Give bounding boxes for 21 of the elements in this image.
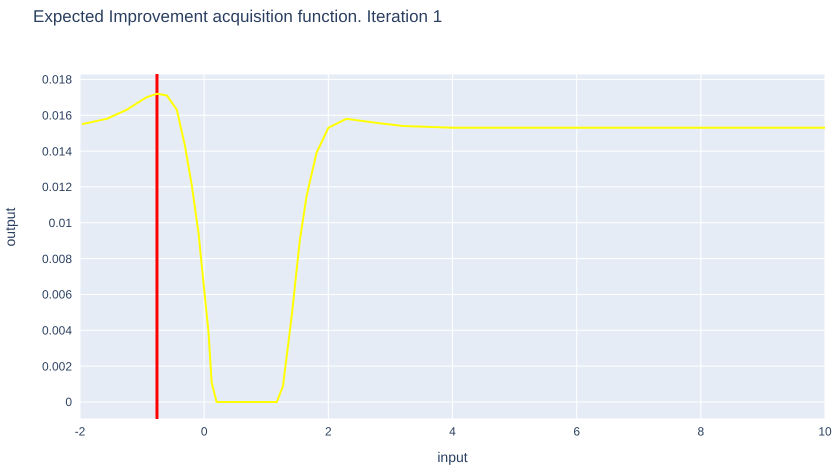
- y-tick-label: 0.016: [42, 108, 72, 122]
- y-tick-label: 0.008: [42, 252, 72, 266]
- x-tick-label: 6: [573, 424, 580, 439]
- x-tick-label: 2: [324, 424, 332, 439]
- y-axis-title: output: [2, 207, 18, 246]
- x-tick-label: 4: [449, 424, 456, 439]
- chart-title: Expected Improvement acquisition function. Iteration 1: [33, 7, 442, 27]
- x-tick-label: -2: [74, 424, 86, 439]
- x-tick-label: 10: [818, 424, 832, 439]
- y-tick-label: 0.01: [48, 216, 72, 230]
- x-tick-label: 0: [200, 424, 208, 439]
- y-tick-label: 0: [65, 395, 72, 410]
- y-tick-label: 0.014: [42, 144, 72, 158]
- y-tick-label: 0.012: [42, 180, 72, 194]
- x-tick-label: 8: [697, 424, 704, 439]
- y-tick-label: 0.004: [42, 324, 72, 338]
- y-tick-label: 0.002: [42, 359, 72, 374]
- y-tick-label: 0.006: [42, 288, 72, 302]
- y-tick-label: 0.018: [42, 72, 72, 87]
- line-series: [80, 92, 825, 403]
- x-axis-title: input: [437, 449, 468, 465]
